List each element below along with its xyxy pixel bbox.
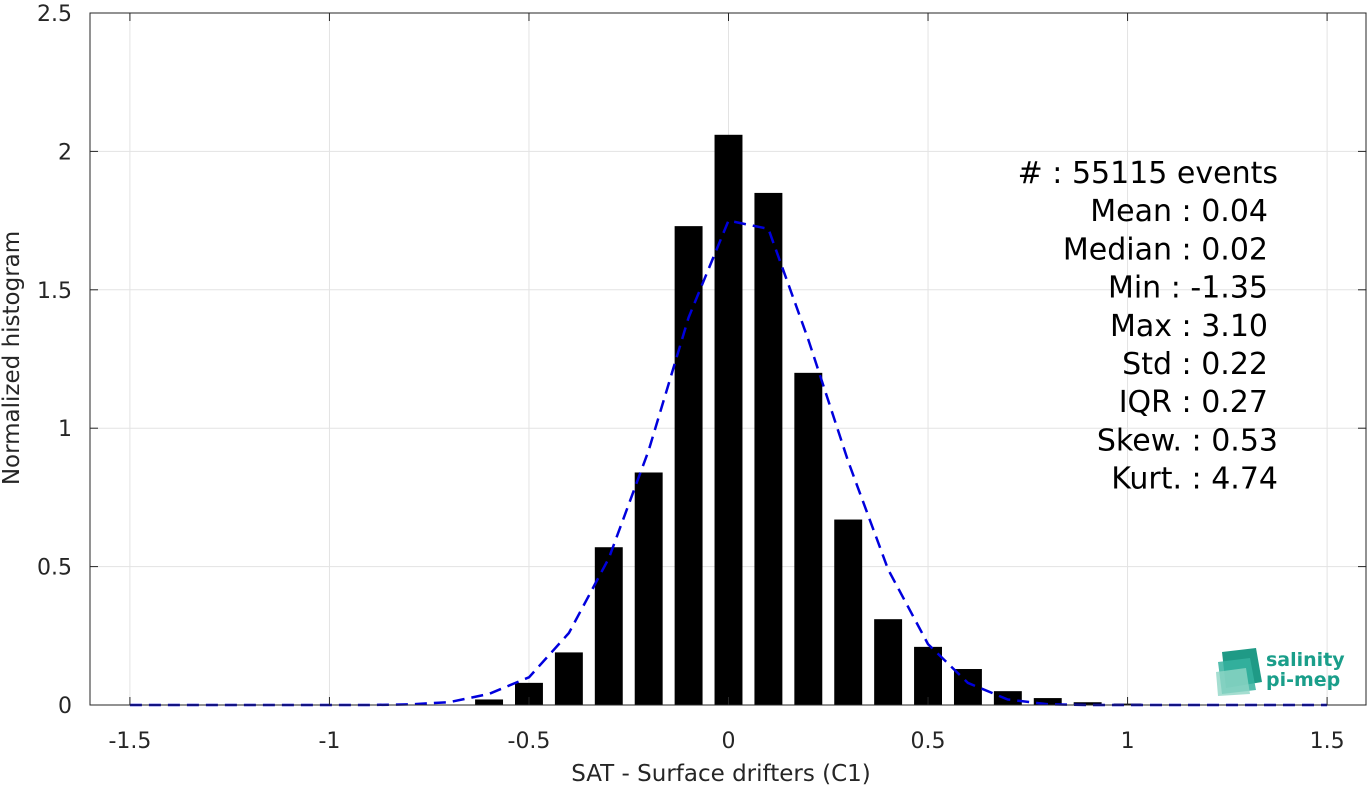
y-tick-label: 1.5: [37, 279, 72, 304]
logo-line-1: salinity: [1266, 649, 1345, 671]
y-tick-label: 1: [58, 417, 72, 442]
stat-line: Skew. : 0.53: [1097, 423, 1278, 458]
logo-line-2: pi-mep: [1266, 669, 1340, 691]
x-tick-label: -1.5: [108, 729, 151, 754]
salinity-pi-mep-logo: salinity pi-mep: [1216, 648, 1345, 696]
y-tick-labels: 0 0.5 1 1.5 2 2.5: [37, 2, 72, 719]
x-tick-label: -1: [318, 729, 340, 754]
y-tick-label: 0.5: [37, 556, 72, 581]
histogram-bar: [554, 652, 583, 705]
stat-line: Std : 0.22: [1122, 347, 1268, 382]
histogram-bar: [634, 472, 663, 705]
histogram-bar: [674, 226, 703, 706]
histogram-bar: [714, 134, 743, 706]
stat-line: Mean : 0.04: [1090, 194, 1268, 229]
x-tick-label: 0.5: [911, 729, 946, 754]
stat-line: Min : -1.35: [1108, 271, 1268, 306]
histogram-bar: [515, 682, 543, 705]
x-tick-label: 1.5: [1310, 729, 1345, 754]
y-tick-label: 2: [58, 140, 72, 165]
logo-icon: [1216, 648, 1262, 696]
histogram-bar: [475, 699, 504, 705]
axes: [89, 12, 1367, 706]
histogram-bar: [834, 519, 863, 705]
stat-line: # : 55115 events: [1018, 156, 1278, 191]
histogram-bar: [794, 372, 823, 705]
histogram-bar: [993, 691, 1022, 705]
x-tick-labels: -1.5 -1 -0.5 0 0.5 1 1.5: [108, 729, 1344, 754]
y-tick-label: 0: [58, 694, 72, 719]
histogram-bar: [914, 646, 942, 705]
histogram-bars: [475, 134, 1142, 706]
stat-line: Median : 0.02: [1063, 232, 1268, 267]
histogram-bar: [594, 547, 623, 705]
stat-line: Max : 3.10: [1110, 309, 1268, 344]
x-tick-label: 1: [1121, 729, 1135, 754]
histogram-bar: [754, 192, 783, 706]
stat-line: IQR : 0.27: [1119, 385, 1268, 420]
histogram-bar: [1033, 698, 1062, 705]
y-tick-label: 2.5: [37, 2, 72, 27]
x-tick-label: 0: [722, 729, 736, 754]
y-axis-label: Normalized histogram: [0, 231, 25, 485]
histogram-bar: [874, 619, 903, 705]
x-axis-label: SAT - Surface drifters (C1): [571, 761, 871, 785]
stat-line: Kurt. : 4.74: [1111, 462, 1278, 497]
histogram-bar: [1073, 702, 1102, 705]
x-tick-label: -0.5: [508, 729, 551, 754]
